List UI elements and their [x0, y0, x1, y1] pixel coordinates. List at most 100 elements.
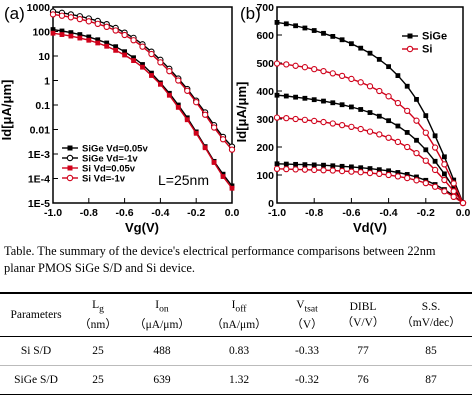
table-cell: 87	[390, 365, 472, 395]
chart-panel-b: (b) -1.0 -0.8 -0.6 -0.4 -0.2 0.0 0 100 200 300 40…	[234, 2, 470, 235]
table-cell: -0.32	[278, 365, 336, 395]
y-tick-label: 1E-4	[28, 174, 50, 186]
data-point	[385, 171, 392, 179]
legend-marker	[406, 45, 414, 53]
data-point	[321, 98, 326, 104]
y-tick-label: 500	[256, 58, 274, 70]
data-point	[311, 117, 318, 125]
data-point	[140, 62, 145, 67]
data-point	[348, 123, 355, 130]
data-point	[311, 162, 317, 168]
y-tick-label: 100	[32, 27, 50, 39]
col-header-ion: Ion （μA/μm）	[134, 298, 190, 332]
data-point	[404, 130, 410, 135]
data-point	[442, 154, 447, 160]
data-point	[329, 70, 336, 77]
data-point	[122, 49, 127, 55]
data-point	[366, 128, 374, 135]
data-point	[229, 185, 235, 191]
data-point	[367, 50, 373, 56]
data-point	[357, 169, 364, 176]
col-header-vtsat: Vtsat （V）	[291, 298, 323, 332]
table-header-row: Parameters Lg （nm） Ion （μA/μm） Ioff （nA/μm）…	[0, 293, 472, 337]
data-point	[274, 20, 280, 25]
x-tick-label: -0.8	[305, 207, 323, 219]
legend-marker	[67, 165, 73, 171]
data-point	[211, 160, 217, 165]
data-point	[175, 104, 181, 110]
data-point	[414, 97, 419, 102]
data-point	[385, 134, 392, 141]
data-point	[451, 185, 457, 191]
data-point	[320, 167, 327, 174]
data-point	[122, 52, 127, 58]
x-tick-label: -0.2	[187, 207, 205, 219]
data-point	[404, 172, 410, 177]
col-header-lg: Lg （nm）	[79, 298, 117, 332]
panel-a-annotation: L=25nm	[158, 172, 209, 188]
data-point	[432, 158, 438, 164]
data-point	[67, 14, 75, 21]
table-row: SiGe S/D 25 639 1.32 -0.32 76 87	[0, 365, 472, 395]
y-tick-label: 1000	[27, 2, 51, 14]
panel-b-label: (b)	[240, 4, 261, 23]
data-point	[450, 188, 457, 195]
x-tick-label: -1.0	[268, 207, 286, 219]
data-point	[157, 59, 164, 66]
data-point	[149, 73, 154, 78]
data-point	[339, 37, 345, 43]
data-point	[404, 174, 411, 182]
data-point	[329, 167, 336, 174]
data-point	[220, 174, 226, 179]
table-cell: -0.33	[278, 336, 336, 366]
data-point	[339, 163, 345, 169]
data-point	[376, 131, 383, 138]
col-header-dibl: DIBL （V/V）	[341, 301, 385, 329]
data-point	[413, 150, 420, 157]
data-point	[193, 130, 199, 136]
data-point	[386, 64, 391, 70]
panel-a-series	[49, 8, 236, 191]
col-header-ss: S.S. （mV/dec）	[401, 301, 461, 329]
data-point	[274, 161, 280, 167]
x-tick-label: -0.4	[380, 207, 398, 219]
data-point	[283, 21, 289, 27]
y-tick-label: 0	[268, 198, 274, 210]
data-point	[358, 45, 364, 51]
data-point	[301, 116, 309, 123]
data-point	[320, 67, 327, 75]
legend-label: Si Vd=-1v	[82, 174, 126, 185]
data-point	[431, 144, 439, 151]
figure-panels: (a) -1.0 -0.8 -0.6 -0.4 -0.2 0.0 10001001010.…	[0, 2, 470, 235]
data-point	[166, 92, 172, 98]
data-point	[321, 162, 326, 168]
data-point	[148, 50, 155, 58]
data-point	[193, 99, 200, 106]
data-point	[422, 157, 429, 164]
data-point	[394, 173, 402, 180]
data-point	[112, 27, 119, 34]
data-point	[349, 41, 354, 47]
data-point	[423, 147, 429, 153]
y-tick-label: 10	[38, 51, 50, 63]
data-point	[158, 81, 163, 87]
data-point	[113, 44, 119, 50]
data-point	[423, 113, 429, 119]
data-point	[358, 107, 364, 112]
data-point	[140, 64, 145, 70]
data-point	[302, 162, 308, 168]
data-point	[385, 93, 392, 100]
legend-label: SiGe Vd=-1v	[82, 154, 138, 165]
data-point	[302, 25, 308, 31]
y-tick-label: 600	[256, 30, 274, 42]
data-point	[450, 193, 457, 200]
data-point	[283, 61, 290, 68]
data-point	[330, 34, 336, 39]
y-tick-label: 1E-5	[28, 198, 50, 210]
panel-b-series	[273, 20, 467, 207]
table-cell: 25	[72, 365, 124, 395]
data-point	[103, 23, 110, 30]
legend-marker	[67, 145, 73, 151]
